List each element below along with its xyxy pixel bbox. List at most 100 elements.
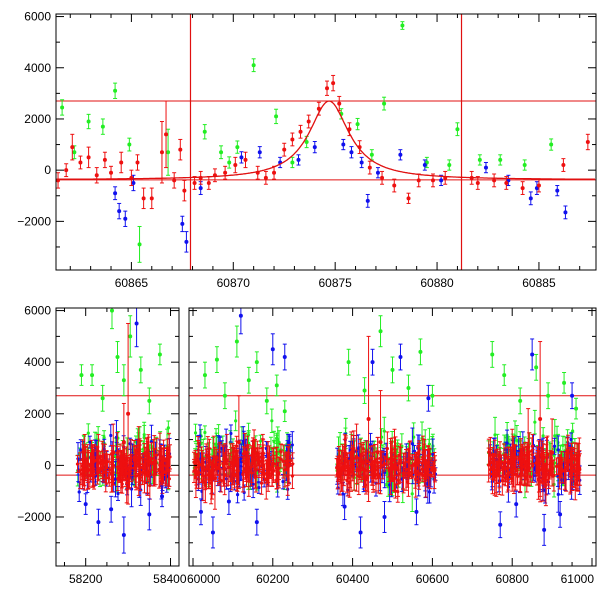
data-point-group: [79, 364, 84, 386]
data-point-group: [368, 445, 373, 471]
data-point: [131, 180, 136, 185]
data-point: [100, 124, 105, 129]
data-point: [447, 163, 452, 168]
data-point: [149, 196, 154, 201]
data-point-group: [268, 456, 273, 479]
data-point: [100, 396, 105, 401]
data-point: [427, 490, 432, 494]
data-point-group: [132, 445, 137, 468]
data-point: [209, 476, 213, 480]
data-point: [281, 459, 285, 464]
y-tick-label: 0: [44, 458, 51, 472]
data-point: [94, 173, 99, 178]
x-tick-label: 60880: [420, 276, 454, 290]
data-point-group: [222, 452, 227, 485]
data-point: [100, 461, 104, 466]
data-point-group: [85, 444, 90, 483]
x-tick-label: 60865: [115, 276, 149, 290]
data-point-group: [239, 151, 244, 164]
data-point: [135, 160, 140, 165]
data-point: [151, 460, 156, 465]
data-point: [137, 242, 142, 247]
data-point: [86, 119, 91, 124]
data-point-group: [141, 458, 146, 471]
data-point: [126, 411, 131, 416]
data-point: [249, 471, 254, 475]
data-point: [123, 216, 128, 221]
data-point: [102, 157, 107, 162]
data-point-group: [235, 140, 240, 154]
fit-curve: [56, 100, 595, 180]
data-point-group: [134, 447, 139, 475]
data-point: [235, 493, 240, 497]
y-tick-label: 2000: [24, 407, 51, 421]
data-point-group: [113, 82, 118, 99]
data-point: [477, 157, 482, 162]
data-point: [365, 198, 370, 203]
data-point: [121, 533, 126, 538]
data-point: [279, 450, 283, 454]
data-point: [180, 221, 185, 226]
data-point: [90, 373, 95, 378]
data-point-group: [392, 178, 397, 193]
data-point-group: [70, 133, 75, 161]
bottom-plot-area: [189, 308, 596, 549]
data-point: [257, 485, 261, 490]
data-point-group: [166, 128, 171, 176]
data-point: [390, 447, 394, 452]
data-point-group: [142, 424, 147, 445]
data-point-group: [193, 423, 198, 443]
data-point: [134, 321, 139, 326]
data-point-group: [75, 455, 80, 473]
data-point-group: [290, 156, 295, 169]
data-point-group: [157, 432, 162, 474]
data-point-group: [192, 458, 197, 484]
data-point-group: [204, 443, 209, 467]
data-point: [164, 132, 169, 137]
data-point: [72, 150, 77, 155]
data-point-group: [296, 154, 301, 166]
data-point: [243, 461, 247, 466]
data-point: [194, 475, 198, 479]
data-point: [204, 467, 209, 471]
data-point: [227, 160, 232, 165]
data-point: [201, 460, 205, 464]
data-point-group: [111, 423, 116, 482]
data-point: [60, 105, 65, 110]
data-point: [161, 463, 166, 468]
data-point: [229, 431, 233, 436]
data-point: [277, 440, 281, 444]
data-point-group: [99, 456, 104, 471]
data-point-group: [147, 498, 152, 531]
data-point-group: [77, 481, 82, 503]
data-point-group: [121, 402, 126, 482]
data-point: [160, 494, 165, 499]
data-point: [504, 180, 509, 185]
data-point: [203, 430, 207, 435]
data-point-group: [227, 452, 232, 483]
data-point: [392, 183, 397, 188]
data-point-group: [193, 456, 198, 499]
data-point: [104, 471, 108, 475]
data-point: [282, 147, 287, 152]
data-point: [251, 482, 255, 486]
data-point-group: [400, 21, 405, 30]
data-point: [263, 175, 268, 180]
data-point: [83, 455, 87, 460]
data-point: [254, 457, 258, 461]
data-point: [235, 145, 240, 150]
x-tick-label: 60875: [318, 276, 352, 290]
data-point: [281, 480, 285, 484]
data-point-group: [257, 459, 262, 473]
data-point: [120, 468, 124, 472]
data-point-group: [243, 151, 248, 169]
data-point-group: [118, 451, 123, 469]
data-point: [369, 456, 373, 460]
data-point: [147, 512, 152, 517]
data-point-group: [298, 124, 303, 139]
data-point-group: [561, 158, 566, 172]
data-point: [113, 191, 118, 196]
data-point: [206, 180, 211, 185]
